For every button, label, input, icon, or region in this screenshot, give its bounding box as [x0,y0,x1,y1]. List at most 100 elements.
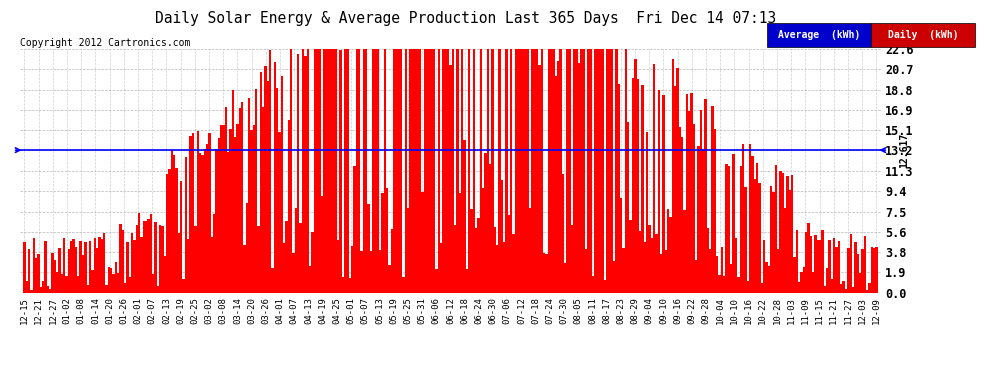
Bar [369,251,372,292]
Bar [65,276,67,292]
Bar [674,86,676,292]
Bar [543,253,545,292]
Bar [288,120,290,292]
Bar [211,237,213,292]
Bar [362,49,365,292]
Bar [391,229,393,292]
Bar [421,192,424,292]
Bar [271,268,274,292]
Bar [568,49,571,292]
Bar [803,267,805,292]
Text: Daily Solar Energy & Average Production Last 365 Days  Fri Dec 14 07:13: Daily Solar Energy & Average Production … [154,11,776,26]
Bar [655,234,657,292]
Bar [489,164,491,292]
Bar [175,168,178,292]
Bar [767,266,770,292]
Bar [564,263,566,292]
Bar [842,281,844,292]
Bar [824,286,826,292]
Bar [309,266,311,292]
Bar [163,256,166,292]
Bar [765,262,767,292]
Bar [627,122,630,292]
Bar [826,267,829,292]
Bar [266,81,269,292]
Bar [377,49,379,292]
Bar [96,248,98,292]
Bar [625,49,627,292]
Bar [222,126,225,292]
Bar [571,225,573,292]
Bar [400,49,403,292]
Bar [742,144,744,292]
Bar [292,252,295,292]
Bar [721,247,723,292]
Bar [40,287,42,292]
Bar [230,129,232,292]
Bar [63,238,65,292]
Bar [446,49,449,292]
Bar [637,80,639,292]
Bar [746,281,748,292]
Bar [796,230,798,292]
Bar [463,140,465,292]
Bar [545,254,547,292]
Bar [417,49,419,292]
Bar [660,254,662,292]
Bar [534,49,536,292]
Bar [482,188,484,292]
Bar [472,49,475,292]
Bar [143,221,145,292]
Bar [604,280,606,292]
Bar [358,49,360,292]
Bar [456,49,458,292]
Bar [719,275,721,292]
Bar [225,107,227,292]
Bar [112,274,115,292]
Bar [800,272,803,292]
Bar [388,265,391,292]
Bar [449,65,451,292]
Bar [297,54,300,292]
Bar [47,286,50,292]
Bar [407,208,410,292]
Bar [379,249,381,292]
Bar [295,209,297,292]
Bar [148,219,149,292]
Bar [686,94,688,292]
Bar [119,224,122,292]
Bar [578,63,580,292]
Bar [697,146,700,292]
Bar [648,225,650,292]
Bar [156,286,159,292]
Bar [791,176,793,292]
Bar [611,49,613,292]
Bar [695,260,697,292]
Bar [808,223,810,292]
Bar [805,232,808,292]
Bar [859,273,861,292]
Bar [285,221,288,292]
Bar [269,51,271,292]
Bar [829,240,831,292]
Bar [355,49,358,292]
Bar [487,49,489,292]
Bar [220,125,222,292]
Bar [103,233,105,292]
Bar [337,240,340,292]
Bar [458,193,461,292]
Bar [431,49,433,292]
Bar [84,242,86,292]
Bar [758,183,760,292]
Bar [445,49,446,292]
Bar [465,269,468,292]
Bar [75,247,77,292]
Bar [206,144,208,292]
Bar [372,49,374,292]
Bar [702,148,705,292]
Bar [374,49,377,292]
Bar [681,137,683,292]
Bar [726,164,728,292]
Bar [152,274,154,292]
Bar [26,281,28,292]
